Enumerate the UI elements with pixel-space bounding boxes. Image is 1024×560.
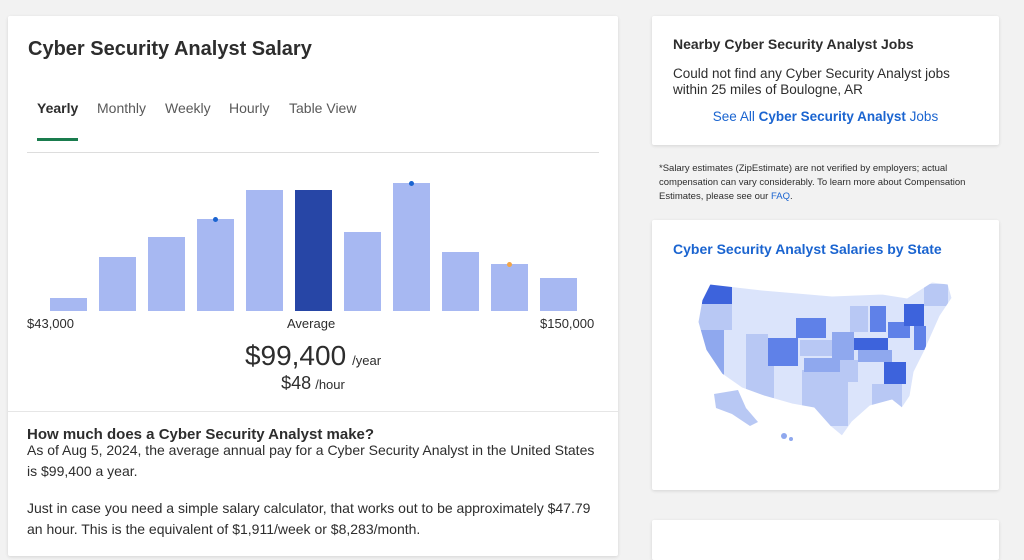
histogram-marker-dot bbox=[213, 216, 218, 222]
disclaimer-end: . bbox=[789, 191, 793, 202]
state-virginia[interactable] bbox=[914, 326, 926, 350]
state-nebraska[interactable] bbox=[796, 318, 826, 338]
histogram-bar bbox=[148, 237, 185, 311]
histogram-bar bbox=[197, 219, 234, 311]
histogram-min-label: $43,000 bbox=[27, 316, 74, 331]
nearby-jobs-message: Could not find any Cyber Security Analys… bbox=[673, 66, 950, 97]
state-nevada[interactable] bbox=[724, 330, 746, 364]
salary-disclaimer: *Salary estimates (ZipEstimate) are not … bbox=[659, 162, 989, 204]
state-new-england[interactable] bbox=[924, 284, 948, 306]
histogram-bar bbox=[393, 183, 430, 311]
histogram-bar bbox=[246, 190, 283, 311]
state-salaries-card: Cyber Security Analyst Salaries by State bbox=[652, 220, 999, 490]
state-missouri[interactable] bbox=[832, 332, 854, 360]
histogram-average-label: Average bbox=[287, 316, 336, 331]
state-new-mexico[interactable] bbox=[774, 366, 802, 398]
state-oklahoma[interactable] bbox=[804, 358, 840, 372]
histogram-bar-average bbox=[295, 190, 332, 311]
hourly-salary-unit: /hour bbox=[315, 377, 345, 392]
state-kansas[interactable] bbox=[800, 340, 832, 356]
map-outline bbox=[697, 281, 953, 437]
tab-weekly[interactable]: Weekly bbox=[165, 100, 211, 116]
see-all-jobs-link[interactable]: See All Cyber Security Analyst Jobs bbox=[652, 109, 999, 124]
state-michigan[interactable] bbox=[870, 306, 886, 332]
histogram-bar bbox=[50, 298, 87, 311]
state-tennessee[interactable] bbox=[858, 350, 892, 362]
page-title: Cyber Security Analyst Salary bbox=[28, 38, 312, 60]
state-colorado[interactable] bbox=[768, 338, 798, 366]
tab-yearly[interactable]: Yearly bbox=[37, 98, 79, 141]
tab-hourly[interactable]: Hourly bbox=[229, 100, 270, 116]
paragraph-average-pay: As of Aug 5, 2024, the average annual pa… bbox=[27, 442, 595, 479]
histogram-marker-dot bbox=[507, 261, 512, 267]
annual-salary: $99,400/year bbox=[8, 340, 618, 372]
see-all-job-title: Cyber Security Analyst bbox=[758, 109, 906, 124]
us-state-map[interactable] bbox=[692, 276, 967, 451]
annual-salary-amount: $99,400 bbox=[244, 340, 347, 371]
state-minnesota[interactable] bbox=[826, 298, 848, 332]
state-idaho[interactable] bbox=[732, 290, 752, 334]
hourly-salary: $48/hour bbox=[8, 373, 618, 394]
state-utah[interactable] bbox=[746, 334, 768, 364]
paragraph-hourly-equivalent: Just in case you need a simple salary ca… bbox=[27, 500, 591, 537]
salary-card: Cyber Security Analyst Salary Yearly Mon… bbox=[8, 16, 618, 556]
state-kentucky[interactable] bbox=[854, 338, 888, 350]
tab-monthly[interactable]: Monthly bbox=[97, 100, 147, 116]
nearby-jobs-card: Nearby Cyber Security Analyst Jobs Could… bbox=[652, 16, 999, 145]
state-arizona[interactable] bbox=[746, 364, 774, 398]
state-oregon[interactable] bbox=[698, 304, 732, 330]
disclaimer-text: *Salary estimates (ZipEstimate) are not … bbox=[659, 163, 966, 202]
histogram-marker-dot bbox=[409, 180, 414, 186]
section-heading: How much does a Cyber Security Analyst m… bbox=[27, 426, 375, 443]
histogram-max-label: $150,000 bbox=[540, 316, 595, 331]
nearby-jobs-title: Nearby Cyber Security Analyst Jobs bbox=[673, 36, 914, 52]
state-hawaii[interactable] bbox=[781, 433, 787, 439]
histogram-bar bbox=[344, 232, 381, 311]
state-hawaii-island bbox=[789, 437, 793, 441]
state-wisconsin[interactable] bbox=[850, 306, 868, 332]
hourly-salary-amount: $48 bbox=[281, 373, 312, 393]
faq-link[interactable]: FAQ bbox=[770, 191, 790, 202]
divider bbox=[8, 411, 618, 412]
see-all-prefix: See All bbox=[712, 109, 755, 124]
state-arkansas[interactable] bbox=[840, 360, 858, 382]
state-new-york[interactable] bbox=[904, 304, 924, 326]
next-card bbox=[652, 520, 999, 560]
histogram-bar bbox=[99, 257, 136, 311]
tab-table-view[interactable]: Table View bbox=[289, 100, 357, 116]
state-alaska[interactable] bbox=[714, 390, 758, 426]
histogram-bar bbox=[442, 252, 479, 311]
state-montana[interactable] bbox=[752, 290, 796, 318]
annual-salary-unit: /year bbox=[352, 353, 382, 368]
period-tabs: Yearly Monthly Weekly Hourly Table View bbox=[27, 98, 599, 153]
histogram-bar bbox=[491, 264, 528, 311]
see-all-suffix: Jobs bbox=[909, 109, 939, 124]
state-washington[interactable] bbox=[702, 284, 732, 304]
histogram-bar bbox=[540, 278, 577, 311]
state-south-carolina[interactable] bbox=[884, 362, 906, 384]
state-salaries-title[interactable]: Cyber Security Analyst Salaries by State bbox=[673, 241, 942, 257]
